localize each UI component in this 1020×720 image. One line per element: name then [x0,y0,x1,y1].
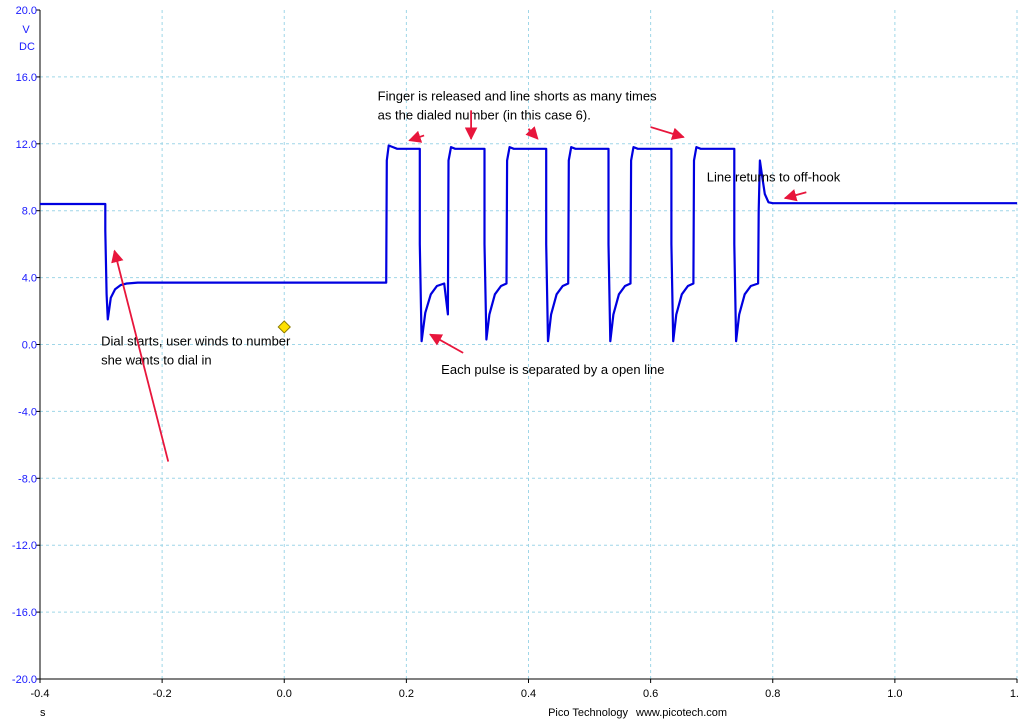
x-tick-label: -0.4 [31,688,50,700]
y-tick-label: 4.0 [22,273,37,285]
x-tick-label: -0.2 [153,688,172,700]
annotations-layer: Dial starts, user winds to number she wan… [101,88,841,462]
trigger-marker-layer [277,320,291,334]
y-coupling-label: DC [19,41,35,53]
x-tick-label: 1.0 [887,688,902,700]
annotation-text: Finger is released and line shorts as ma… [378,88,657,103]
y-tick-label: -12.0 [12,540,37,552]
y-tick-label: 12.0 [16,139,37,151]
x-tick-label: 0.8 [765,688,780,700]
annotation-arrow [650,126,685,140]
x-unit-label: s [40,707,46,719]
x-tick-labels: -0.4 -0.2 0.0 0.2 0.4 0.6 0.8 1.0 1. [31,688,1019,700]
x-tick-label: 0.4 [521,688,536,700]
annotation-arrow [429,333,464,354]
x-tick-label: 1. [1010,688,1019,700]
annotation-text: as the dialed number (in this case 6). [378,107,591,122]
voltage-trace [40,144,1017,343]
series-layer [40,144,1017,343]
footer-website: www.picotech.com [635,707,727,719]
y-tick-label: -20.0 [12,674,37,686]
axes [36,9,1018,683]
annotation-arrow [525,126,539,140]
annotation-text: she wants to dial in [101,352,212,367]
annotation-arrow [111,249,170,462]
footer-company: Pico Technology [548,707,628,719]
y-tick-label: 20.0 [16,5,37,17]
y-tick-label: -4.0 [18,406,37,418]
y-tick-label: -16.0 [12,607,37,619]
y-tick-labels: 20.0 16.0 12.0 8.0 4.0 0.0 -4.0 -8.0 -12.0 -16.0 -… [12,5,37,686]
y-tick-label: 8.0 [22,206,37,218]
annotation-arrow [783,189,807,202]
grid-lines [40,10,1018,679]
y-tick-label: 0.0 [22,340,37,352]
x-tick-label: 0.2 [399,688,414,700]
x-tick-label: 0.6 [643,688,658,700]
annotation-text: Line returns to off-hook [707,169,841,184]
trigger-marker-icon[interactable] [277,320,291,334]
x-tick-label: 0.0 [277,688,292,700]
y-unit-label: V [22,24,30,36]
annotation-text: Each pulse is separated by a open line [441,362,664,377]
y-tick-label: 16.0 [16,72,37,84]
annotation-arrow [408,130,425,143]
y-tick-label: -8.0 [18,473,37,485]
annotation-text: Dial starts, user winds to number [101,333,291,348]
